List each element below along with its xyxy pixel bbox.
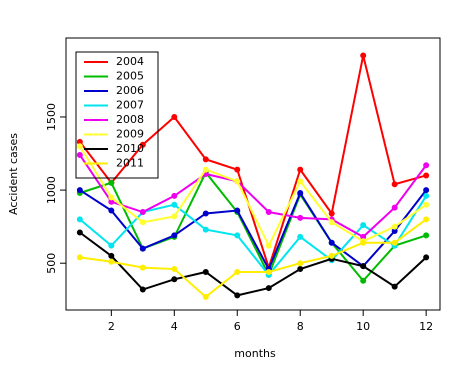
data-point	[76, 216, 83, 223]
data-point	[171, 276, 178, 283]
x-tick-label: 10	[356, 320, 370, 333]
y-tick-label: 1500	[45, 103, 58, 131]
legend-label: 2006	[116, 84, 144, 97]
legend-label: 2008	[116, 113, 144, 126]
data-point	[391, 239, 398, 246]
data-point	[202, 293, 209, 300]
data-point	[234, 268, 241, 275]
data-point	[76, 151, 83, 158]
series-line	[79, 189, 427, 272]
data-point	[360, 239, 367, 246]
data-point	[202, 268, 209, 275]
data-point	[360, 52, 367, 59]
data-point	[108, 252, 115, 259]
data-point	[202, 210, 209, 217]
data-point	[234, 178, 241, 185]
data-point	[202, 166, 209, 173]
data-point	[423, 192, 430, 199]
data-point	[108, 194, 115, 201]
data-point	[171, 201, 178, 208]
data-point	[76, 187, 83, 194]
data-point	[108, 207, 115, 214]
x-tick-label: 12	[419, 320, 433, 333]
x-tick-label: 6	[234, 320, 241, 333]
x-tick-label: 2	[108, 320, 115, 333]
data-point	[423, 187, 430, 194]
data-point	[139, 286, 146, 293]
series-line	[79, 231, 427, 297]
data-point	[423, 254, 430, 261]
data-point	[423, 216, 430, 223]
x-tick-label: 8	[297, 320, 304, 333]
series-line	[79, 218, 427, 299]
plot-box	[65, 37, 441, 311]
data-point	[297, 233, 304, 240]
data-point	[423, 232, 430, 239]
data-point	[139, 264, 146, 271]
data-point	[328, 239, 335, 246]
series-line	[79, 55, 427, 271]
legend-label: 2005	[116, 70, 144, 83]
y-tick-label: 500	[45, 253, 58, 274]
data-point	[423, 162, 430, 169]
data-point	[234, 207, 241, 214]
data-point	[139, 219, 146, 226]
data-point	[328, 219, 335, 226]
data-point	[76, 143, 83, 150]
data-point	[297, 166, 304, 173]
data-point	[108, 179, 115, 186]
data-point	[391, 204, 398, 211]
legend-label: 2007	[116, 99, 144, 112]
data-point	[328, 210, 335, 217]
legend-label: 2009	[116, 128, 144, 141]
data-point	[139, 245, 146, 252]
data-point	[391, 223, 398, 230]
data-point	[360, 222, 367, 229]
legend-label: 2011	[116, 157, 144, 170]
data-point	[234, 292, 241, 299]
data-point	[108, 242, 115, 249]
legend-label: 2004	[116, 55, 144, 68]
data-point	[391, 181, 398, 188]
data-point	[265, 209, 272, 216]
data-point	[171, 192, 178, 199]
data-point	[265, 242, 272, 249]
y-axis-label: Accident cases	[7, 133, 20, 215]
x-axis-label: months	[234, 347, 276, 360]
legend-label: 2010	[116, 142, 144, 155]
data-point	[171, 113, 178, 120]
y-tick-label: 1000	[45, 176, 58, 204]
series-line	[79, 145, 427, 248]
data-point	[202, 226, 209, 233]
data-point	[297, 260, 304, 267]
data-point	[265, 285, 272, 292]
data-point	[297, 190, 304, 197]
data-point	[423, 172, 430, 179]
series-line	[79, 170, 427, 283]
series-line	[79, 154, 427, 239]
data-point	[423, 201, 430, 208]
data-point	[171, 232, 178, 239]
data-point	[360, 263, 367, 270]
data-point	[391, 283, 398, 290]
legend-box	[75, 51, 159, 179]
data-point	[139, 209, 146, 216]
data-point	[171, 266, 178, 273]
data-point	[76, 229, 83, 236]
data-point	[234, 232, 241, 239]
data-point	[202, 156, 209, 163]
data-point	[297, 178, 304, 185]
data-point	[328, 252, 335, 259]
data-point	[234, 166, 241, 173]
data-point	[76, 254, 83, 261]
data-point	[171, 213, 178, 220]
data-point	[297, 266, 304, 273]
data-point	[139, 141, 146, 148]
data-point	[360, 277, 367, 284]
data-point	[297, 214, 304, 221]
x-tick-label: 4	[171, 320, 178, 333]
data-point	[108, 258, 115, 265]
data-point	[265, 268, 272, 275]
